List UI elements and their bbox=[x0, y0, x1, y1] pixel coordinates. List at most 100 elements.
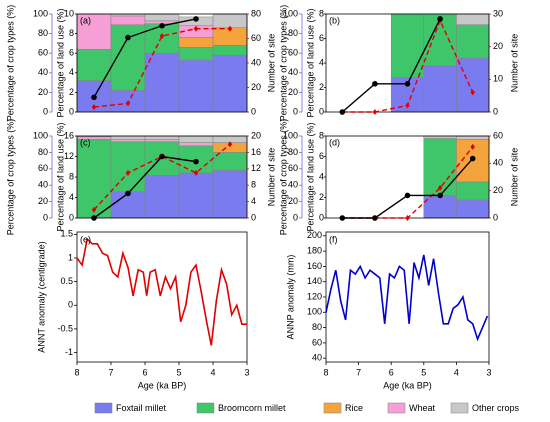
bar-segment bbox=[110, 141, 146, 193]
y-tick-label: -1 bbox=[65, 347, 73, 357]
y2-tick-label: 16 bbox=[251, 147, 261, 157]
y-inner-tick-label: 4 bbox=[319, 57, 324, 67]
y-inner-tick-label: 0 bbox=[69, 212, 74, 222]
bar-segment bbox=[212, 54, 248, 113]
bar-segment bbox=[423, 65, 457, 113]
y-tick-label: 20 bbox=[288, 196, 298, 206]
panel-label: (e) bbox=[80, 234, 91, 244]
bar-segment bbox=[76, 49, 112, 81]
y-inner-tick-label: 6 bbox=[69, 48, 74, 58]
x-axis-label: Age (ka BP) bbox=[138, 380, 187, 390]
y-inner-tick-label: 10 bbox=[64, 8, 74, 18]
bar-segment bbox=[76, 139, 112, 219]
y-tick-label: 0 bbox=[293, 106, 298, 116]
y2-tick-label: 20 bbox=[493, 41, 503, 51]
y-inner-tick-label: 12 bbox=[64, 151, 74, 161]
y-inner-tick-label: 2 bbox=[319, 192, 324, 202]
y-inner-tick-label: 4 bbox=[69, 192, 74, 202]
bar-segment bbox=[144, 175, 180, 219]
legend-swatch bbox=[94, 402, 113, 414]
land_use-point bbox=[437, 16, 443, 22]
sites-point bbox=[437, 184, 443, 191]
bar-segment bbox=[456, 13, 490, 26]
panel-label: (f) bbox=[329, 234, 338, 244]
x-tick-label: 4 bbox=[210, 367, 215, 377]
y-tick-label: 0.5 bbox=[60, 276, 73, 286]
data-line bbox=[325, 254, 489, 342]
x-tick-label: 3 bbox=[244, 367, 249, 377]
y2-tick-label: 60 bbox=[251, 33, 261, 43]
land_use-point bbox=[372, 81, 378, 87]
bar-segment bbox=[178, 142, 214, 147]
y2-tick-label: 20 bbox=[251, 130, 261, 140]
land_use-point bbox=[437, 192, 443, 199]
y-inner-tick-label: 2 bbox=[69, 87, 74, 97]
y-tick-label: 180 bbox=[307, 245, 322, 255]
bar-segment bbox=[456, 199, 490, 219]
bar-segment bbox=[212, 13, 248, 28]
legend-swatch bbox=[196, 402, 215, 414]
sites-line bbox=[93, 28, 230, 108]
y-inner-tick-label: 8 bbox=[319, 8, 324, 18]
y-tick-label: 100 bbox=[307, 307, 322, 317]
y-inner-axis-label: Percentage of land use (%) bbox=[305, 8, 315, 117]
sites-point bbox=[125, 100, 131, 107]
y2-axis-label: Number of site bbox=[266, 148, 276, 207]
y-inner-tick-label: 8 bbox=[319, 130, 324, 140]
y-inner-tick-label: 6 bbox=[319, 151, 324, 161]
y-tick-label: 80 bbox=[312, 322, 322, 332]
bar-segment bbox=[456, 135, 490, 140]
y-inner-tick-label: 0 bbox=[319, 106, 324, 116]
y2-axis-label: Number of site bbox=[266, 34, 276, 93]
land_use-line bbox=[93, 155, 197, 219]
bar-segment bbox=[212, 45, 248, 56]
y-inner-tick-label: 8 bbox=[69, 171, 74, 181]
y-tick-label: 40 bbox=[288, 180, 298, 190]
y2-tick-label: 0 bbox=[493, 212, 498, 222]
y2-tick-label: 12 bbox=[251, 163, 261, 173]
bar-segment bbox=[178, 59, 214, 113]
y-inner-tick-label: 2 bbox=[319, 82, 324, 92]
sites-point bbox=[91, 206, 97, 213]
y-tick-label: 60 bbox=[288, 48, 298, 58]
land_use-point bbox=[339, 215, 346, 221]
plot-frame bbox=[325, 231, 490, 363]
y-inner-axis-label: Percentage of land use (%) bbox=[55, 8, 65, 117]
panel-label: (b) bbox=[329, 15, 340, 25]
bar-segment bbox=[390, 13, 425, 78]
x-tick-label: 5 bbox=[421, 367, 426, 377]
sites-point bbox=[159, 33, 165, 40]
y-inner-axis-label: Percentage of land use (%) bbox=[305, 122, 315, 231]
y2-tick-label: 60 bbox=[493, 130, 503, 140]
y-tick-label: 100 bbox=[283, 130, 298, 140]
land_use-point bbox=[125, 190, 131, 197]
y-tick-label: 40 bbox=[312, 353, 322, 363]
x-tick-label: 3 bbox=[486, 367, 491, 377]
land_use-point bbox=[339, 109, 346, 115]
bar-segment bbox=[144, 52, 180, 113]
x-axis-label: Age (ka BP) bbox=[383, 380, 432, 390]
y-tick-label: 60 bbox=[312, 337, 322, 347]
y-inner-tick-label: 4 bbox=[69, 67, 74, 77]
legend-label: Other crops bbox=[472, 403, 520, 413]
y-tick-label: 80 bbox=[288, 147, 298, 157]
y2-axis-label: Number of site bbox=[509, 34, 519, 93]
land_use-line bbox=[93, 18, 197, 98]
legend-label: Foxtail millet bbox=[116, 403, 167, 413]
sites-point bbox=[193, 25, 199, 32]
data-line bbox=[76, 237, 247, 346]
y-tick-label: 80 bbox=[38, 28, 48, 38]
sites-point bbox=[405, 102, 410, 109]
land_use-point bbox=[125, 34, 131, 41]
y2-tick-label: 20 bbox=[493, 185, 503, 195]
y-axis-label: Percentage of crop types (%) bbox=[278, 119, 288, 236]
y-tick-label: 160 bbox=[307, 261, 322, 271]
y-tick-label: -0.5 bbox=[57, 323, 73, 333]
y-tick-label: 40 bbox=[288, 67, 298, 77]
sites-point bbox=[125, 169, 131, 176]
legend-swatch bbox=[323, 402, 342, 414]
legend-label: Rice bbox=[345, 403, 363, 413]
sites-point bbox=[470, 89, 475, 96]
y2-tick-label: 10 bbox=[493, 74, 503, 84]
